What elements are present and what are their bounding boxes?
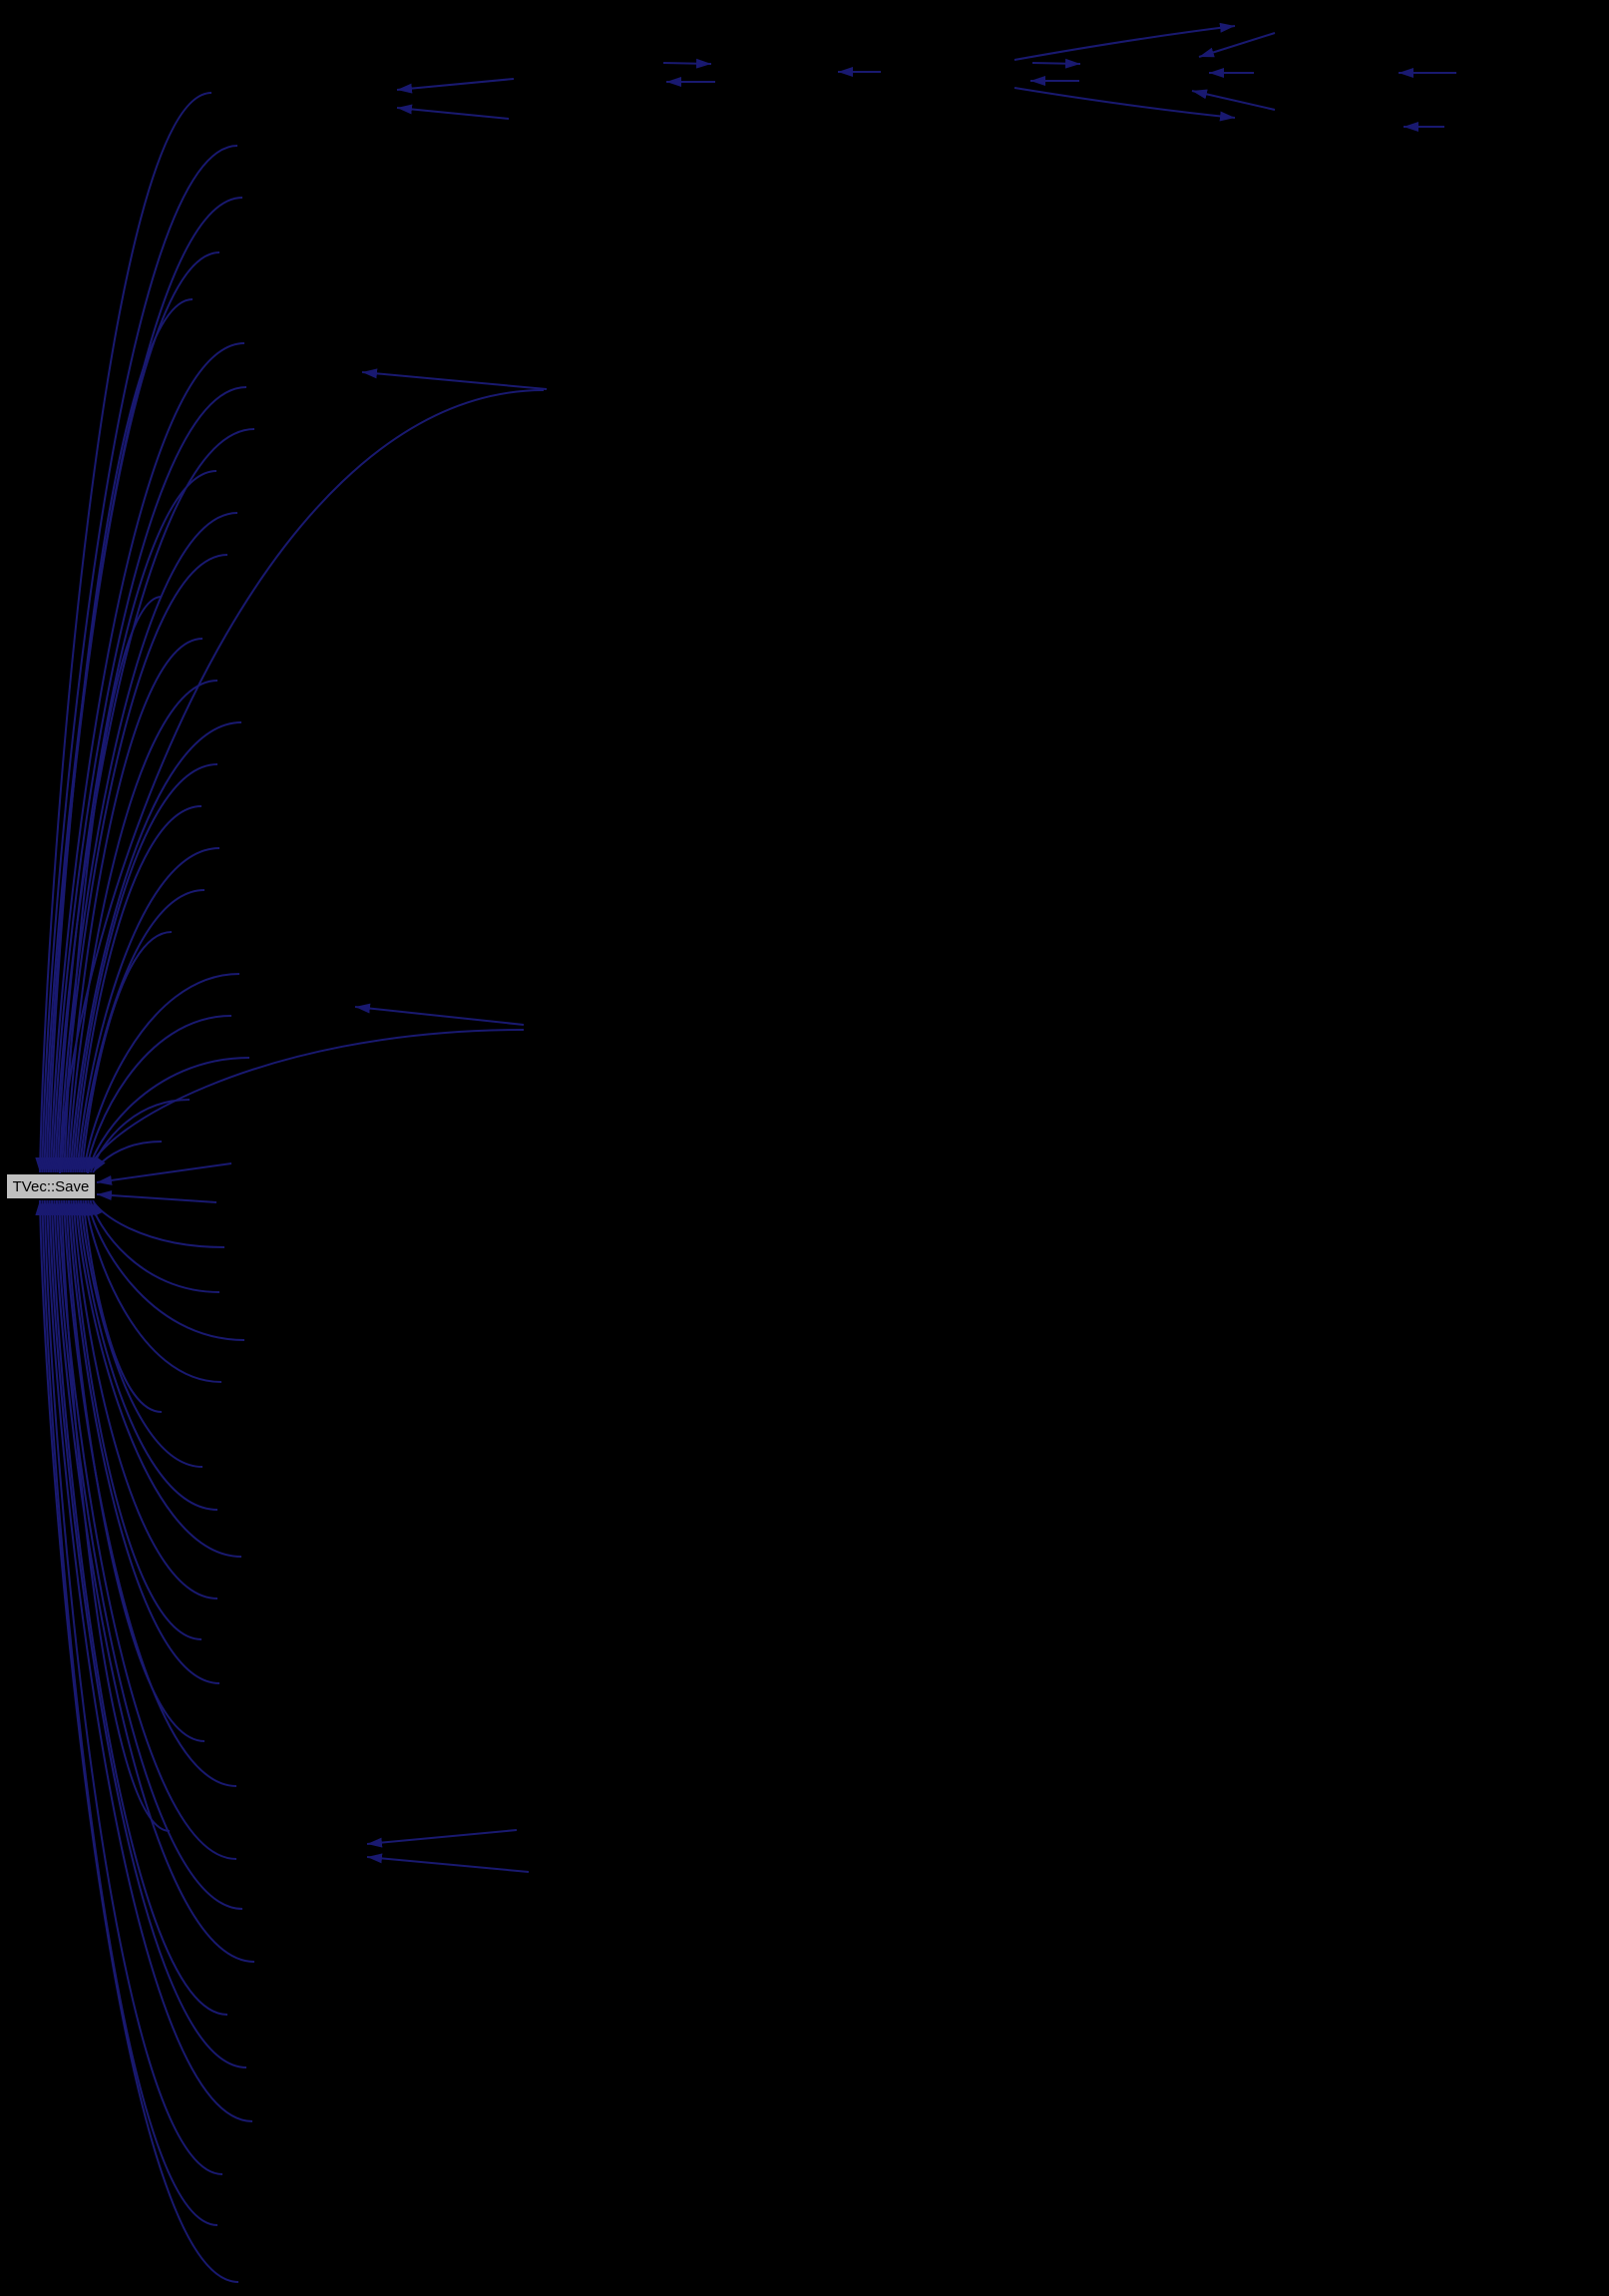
edge [73,847,220,1173]
edge [77,1199,203,1468]
edge [1191,89,1276,111]
edge [42,1199,253,2122]
edge [44,298,194,1173]
edge [1198,32,1276,58]
edge [50,428,255,1173]
edge [64,1199,220,1684]
edge [47,1199,228,2016]
edges-group [35,22,1456,2283]
edge [35,1199,239,2283]
edge [1013,22,1236,61]
edge [1013,87,1236,122]
edge [53,470,217,1173]
edge [62,638,203,1173]
edge [49,1199,255,1963]
edge [96,1190,217,1203]
edge [64,680,218,1173]
edge [354,1003,525,1026]
edge [361,368,548,390]
edge [66,721,242,1173]
edge [35,92,212,1173]
node-tvec-save[interactable]: TVec::Save [6,1173,96,1199]
edge [662,58,712,69]
edge [85,1199,245,1341]
edge [85,1029,525,1174]
edge [80,973,240,1173]
edge [55,512,238,1173]
edge [83,1015,232,1173]
edge [67,1199,202,1640]
edge [396,104,510,120]
edge [46,342,245,1173]
edge [52,1199,243,1910]
edge [54,1199,237,1860]
edge [78,931,173,1173]
edge [96,1162,232,1185]
edge [59,1199,237,1787]
edge [57,1199,171,1832]
edge [41,251,220,1173]
edge [40,1199,223,2175]
edge [69,1199,218,1600]
edge [366,1853,530,1873]
edge [79,1199,163,1413]
edge [71,805,202,1173]
edge [366,1829,518,1848]
edge [45,1199,247,2068]
edge [48,386,247,1173]
edge [92,1141,163,1173]
node-label: TVec::Save [12,1177,90,1195]
edge [74,1199,218,1511]
edge [37,145,238,1173]
edge [1031,58,1081,69]
edge [396,78,515,94]
edge [82,1199,222,1383]
edge [72,1199,242,1558]
edge [55,389,545,1174]
edge [68,763,218,1173]
